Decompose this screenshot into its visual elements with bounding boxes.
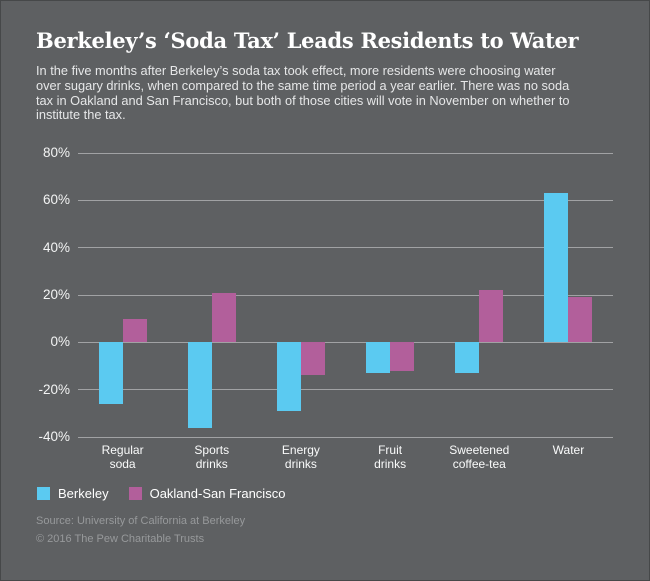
bar-group-fruit-drinks [346,153,435,437]
gridline [78,247,613,249]
gridline [78,152,613,154]
bar-group-water [524,153,613,437]
legend-swatch-oakland-san-francisco [128,487,142,500]
bar-oakland-san-francisco-energy-drinks [300,342,325,376]
bar-oakland-san-francisco-regular-soda [122,318,147,343]
y-tick-label: -20% [38,381,70,397]
bar-berkeley-sweetened-coffee-tea [455,342,480,374]
y-tick-label: 80% [42,145,70,160]
bar-berkeley-regular-soda [98,342,123,404]
bar-berkeley-energy-drinks [276,342,301,411]
y-tick-label: 0% [50,334,70,350]
legend-item-oakland-san-francisco: Oakland-San Francisco [128,486,286,501]
bar-group-sweetened-coffee-tea [435,153,524,437]
chart-description: In the five months after Berkeley’s soda… [36,63,570,123]
x-axis-label: Regular soda [101,443,144,471]
bar-oakland-san-francisco-fruit-drinks [390,342,415,371]
bar-oakland-san-francisco-sweetened-coffee-tea [479,290,504,343]
bar-berkeley-fruit-drinks [366,342,391,374]
x-axis-labels: Regular soda Sports drinks Energy drinks Fr… [78,443,613,471]
bar-berkeley-sports-drinks [187,342,212,428]
bar-oakland-san-francisco-water [568,297,593,343]
legend-swatch-berkeley [37,487,50,500]
source-note: Source: University of California at Berk… [36,515,246,527]
y-tick-label: -40% [38,429,70,444]
zero-gridline [78,341,613,343]
bar-group-regular-soda [78,153,167,437]
chart-title: Berkeley’s ‘Soda Tax’ Leads Residents to… [36,28,579,53]
y-tick-label: 60% [42,192,70,208]
gridline [78,436,613,438]
bar-group-energy-drinks [256,153,345,437]
copyright-note: © 2016 The Pew Charitable Trusts [36,533,205,545]
x-axis-label: Sports drinks [194,443,230,471]
bar-group-sports-drinks [167,153,256,437]
legend-label: Oakland-San Francisco [149,486,286,501]
bar-berkeley-water [544,193,569,343]
bar-chart: 80% 60% 40% 20% 0% -20% -40% [0,145,650,444]
x-axis-label: Sweetened coffee-tea [449,443,510,471]
legend-label: Berkeley [58,486,109,501]
legend: Berkeley Oakland-San Francisco [37,486,285,501]
x-axis-label: Water [552,443,585,457]
plot-area [78,152,613,438]
x-axis-label: Energy drinks [281,443,320,471]
y-tick-label: 20% [42,287,70,302]
gridline [78,294,613,296]
x-axis-label: Fruit drinks [374,443,407,471]
gridline [78,389,613,391]
gridline [78,199,613,201]
y-axis: 80% 60% 40% 20% 0% -20% -40% [0,145,70,444]
bar-oakland-san-francisco-sports-drinks [211,292,236,343]
legend-item-berkeley: Berkeley [37,486,109,501]
y-tick-label: 40% [42,239,70,255]
